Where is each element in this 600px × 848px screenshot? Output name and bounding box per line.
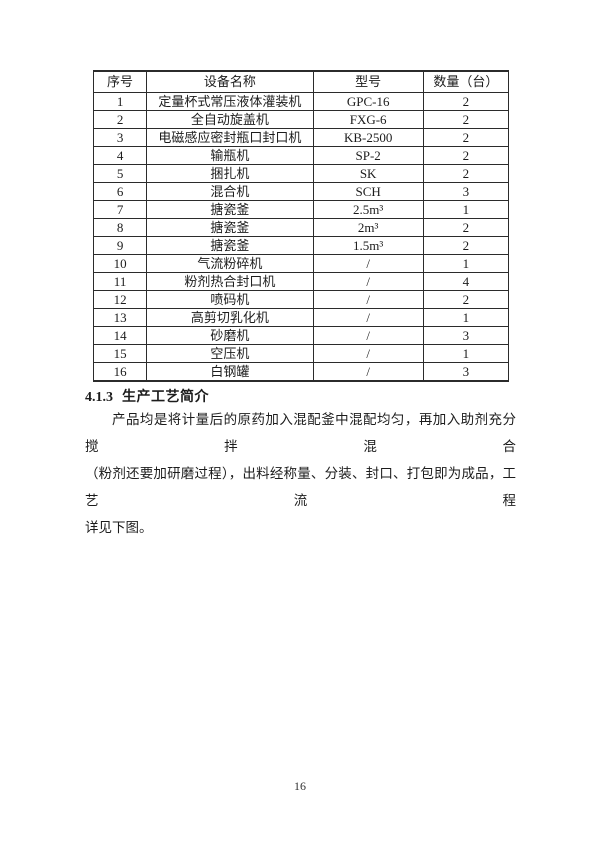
cell-model: / (312, 308, 424, 327)
cell-serial: 4 (92, 146, 148, 165)
table-row: 6 混合机 SCH 3 (92, 182, 510, 201)
cell-equipment-name: 输瓶机 (146, 146, 314, 165)
header-equipment-name: 设备名称 (146, 70, 314, 93)
cell-serial: 9 (92, 236, 148, 255)
paragraph-line: （粉剂还要加研磨过程），出料经称量、分装、封口、打包即为成品，工艺流程 (85, 466, 516, 508)
cell-quantity: 3 (422, 182, 510, 201)
cell-equipment-name: 捆扎机 (146, 164, 314, 183)
table-row: 15 空压机 / 1 (92, 344, 510, 363)
cell-serial: 6 (92, 182, 148, 201)
table-row: 16 白钢罐 / 3 (92, 362, 510, 382)
cell-equipment-name: 喷码机 (146, 290, 314, 309)
cell-model: 1.5m³ (312, 236, 424, 255)
table-row: 1 定量杯式常压液体灌装机 GPC-16 2 (92, 92, 510, 111)
cell-serial: 8 (92, 218, 148, 237)
cell-serial: 1 (92, 92, 148, 111)
section-heading: 4.1.3 生产工艺简介 (85, 386, 209, 406)
table-header-row: 序号 设备名称 型号 数量（台） (92, 70, 510, 93)
cell-equipment-name: 搪瓷釜 (146, 236, 314, 255)
paragraph-line: 详见下图。 (85, 520, 153, 535)
cell-equipment-name: 定量杯式常压液体灌装机 (146, 92, 314, 111)
cell-model: FXG-6 (312, 110, 424, 129)
cell-serial: 3 (92, 128, 148, 147)
table-row: 11 粉剂热合封口机 / 4 (92, 272, 510, 291)
cell-model: SK (312, 164, 424, 183)
header-model: 型号 (312, 70, 424, 93)
page-number: 16 (294, 779, 306, 793)
cell-model: / (312, 290, 424, 309)
cell-quantity: 2 (422, 290, 510, 309)
table-row: 3 电磁感应密封瓶口封口机 KB-2500 2 (92, 128, 510, 147)
cell-model: / (312, 344, 424, 363)
section-number: 4.1.3 (85, 390, 113, 405)
cell-serial: 12 (92, 290, 148, 309)
table-row: 7 搪瓷釜 2.5m³ 1 (92, 200, 510, 219)
cell-quantity: 2 (422, 236, 510, 255)
cell-serial: 10 (92, 254, 148, 273)
cell-quantity: 2 (422, 128, 510, 147)
table-row: 5 捆扎机 SK 2 (92, 164, 510, 183)
cell-quantity: 2 (422, 92, 510, 111)
cell-equipment-name: 高剪切乳化机 (146, 308, 314, 327)
cell-model: / (312, 326, 424, 345)
cell-equipment-name: 粉剂热合封口机 (146, 272, 314, 291)
cell-model: KB-2500 (312, 128, 424, 147)
cell-serial: 11 (92, 272, 148, 291)
cell-quantity: 1 (422, 200, 510, 219)
cell-quantity: 2 (422, 110, 510, 129)
cell-serial: 5 (92, 164, 148, 183)
cell-quantity: 1 (422, 254, 510, 273)
cell-model: SCH (312, 182, 424, 201)
cell-serial: 14 (92, 326, 148, 345)
table-body: 1 定量杯式常压液体灌装机 GPC-16 2 2 全自动旋盖机 FXG-6 2 … (92, 92, 510, 382)
cell-model: 2.5m³ (312, 200, 424, 219)
table-row: 12 喷码机 / 2 (92, 290, 510, 309)
table-row: 2 全自动旋盖机 FXG-6 2 (92, 110, 510, 129)
cell-model: / (312, 362, 424, 382)
cell-equipment-name: 搪瓷釜 (146, 200, 314, 219)
cell-serial: 2 (92, 110, 148, 129)
cell-serial: 16 (92, 362, 148, 382)
cell-model: GPC-16 (312, 92, 424, 111)
cell-equipment-name: 空压机 (146, 344, 314, 363)
cell-serial: 7 (92, 200, 148, 219)
table-row: 14 砂磨机 / 3 (92, 326, 510, 345)
cell-equipment-name: 搪瓷釜 (146, 218, 314, 237)
body-paragraph: 产品均是将计量后的原药加入混配釜中混配均匀，再加入助剂充分搅拌混合 （粉剂还要加… (85, 406, 516, 541)
section-title: 生产工艺简介 (122, 390, 209, 405)
header-serial: 序号 (92, 70, 148, 93)
cell-model: SP-2 (312, 146, 424, 165)
equipment-table: 序号 设备名称 型号 数量（台） 1 定量杯式常压液体灌装机 GPC-16 2 … (92, 70, 510, 382)
cell-serial: 13 (92, 308, 148, 327)
table-row: 13 高剪切乳化机 / 1 (92, 308, 510, 327)
cell-model: 2m³ (312, 218, 424, 237)
header-quantity: 数量（台） (422, 70, 510, 93)
cell-equipment-name: 电磁感应密封瓶口封口机 (146, 128, 314, 147)
cell-quantity: 2 (422, 164, 510, 183)
cell-equipment-name: 全自动旋盖机 (146, 110, 314, 129)
cell-quantity: 1 (422, 308, 510, 327)
cell-equipment-name: 砂磨机 (146, 326, 314, 345)
cell-quantity: 4 (422, 272, 510, 291)
cell-quantity: 3 (422, 362, 510, 382)
cell-equipment-name: 白钢罐 (146, 362, 314, 382)
cell-model: / (312, 272, 424, 291)
cell-equipment-name: 混合机 (146, 182, 314, 201)
cell-quantity: 3 (422, 326, 510, 345)
paragraph-line: 产品均是将计量后的原药加入混配釜中混配均匀，再加入助剂充分搅拌混合 (85, 412, 516, 454)
table-row: 8 搪瓷釜 2m³ 2 (92, 218, 510, 237)
cell-equipment-name: 气流粉碎机 (146, 254, 314, 273)
cell-quantity: 2 (422, 218, 510, 237)
table-row: 10 气流粉碎机 / 1 (92, 254, 510, 273)
cell-serial: 15 (92, 344, 148, 363)
cell-model: / (312, 254, 424, 273)
table-row: 4 输瓶机 SP-2 2 (92, 146, 510, 165)
cell-quantity: 2 (422, 146, 510, 165)
table-row: 9 搪瓷釜 1.5m³ 2 (92, 236, 510, 255)
cell-quantity: 1 (422, 344, 510, 363)
